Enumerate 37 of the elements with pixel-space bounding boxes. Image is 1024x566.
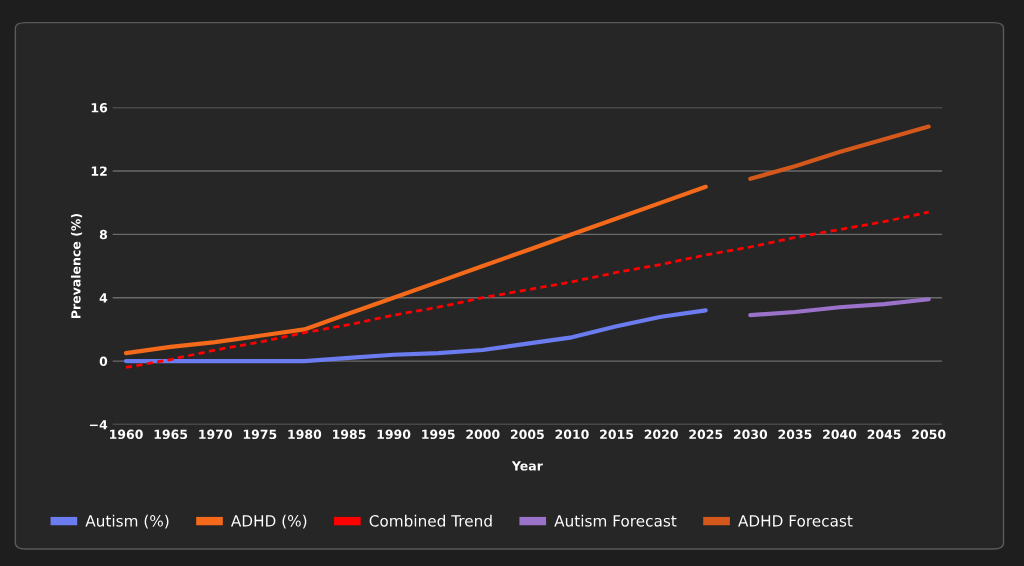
y-tick-label: 8 [99,229,107,240]
x-tick-label: 2030 [733,429,768,440]
y-tick-label: 0 [99,356,108,367]
x-tick-label: 1990 [377,429,411,440]
line-series [748,297,931,318]
x-tick-label: 2000 [466,429,500,440]
legend-label: Combined Trend [369,514,492,527]
x-tick-label: 1970 [199,429,232,440]
y-tick-label: 16 [91,103,108,113]
y-axis-title: Prevalence (%) [70,213,83,318]
x-axis-title: Year [511,461,543,471]
y-tick-label: 12 [91,166,107,176]
line-series [123,308,708,364]
line-series [124,210,931,369]
x-tick-label: 1960 [110,429,143,440]
x-tick-label: 2005 [510,429,544,440]
x-tick-label: 2020 [644,429,678,440]
x-tick-label: 1985 [333,429,366,440]
x-tick-label: 2045 [867,429,901,440]
x-tick-label: 2025 [689,429,723,440]
legend-label: Autism (%) [85,514,169,529]
y-tick-label: −4 [89,420,108,430]
line-series [123,184,708,356]
x-tick-label: 1980 [288,429,322,440]
legend-label: ADHD (%) [231,514,307,529]
x-tick-label: 2010 [555,429,589,440]
legend-label: Autism Forecast [554,514,677,527]
x-tick-label: 1965 [154,429,188,440]
line-series [748,124,931,181]
x-tick-label: 1975 [243,429,277,440]
x-tick-label: 2035 [778,429,812,440]
y-tick-label: 4 [99,293,108,303]
x-tick-label: 1995 [422,429,455,440]
x-tick-label: 2050 [912,429,946,440]
legend-label: ADHD Forecast [738,515,853,527]
x-tick-label: 2040 [823,429,857,440]
x-tick-label: 2015 [600,429,634,440]
